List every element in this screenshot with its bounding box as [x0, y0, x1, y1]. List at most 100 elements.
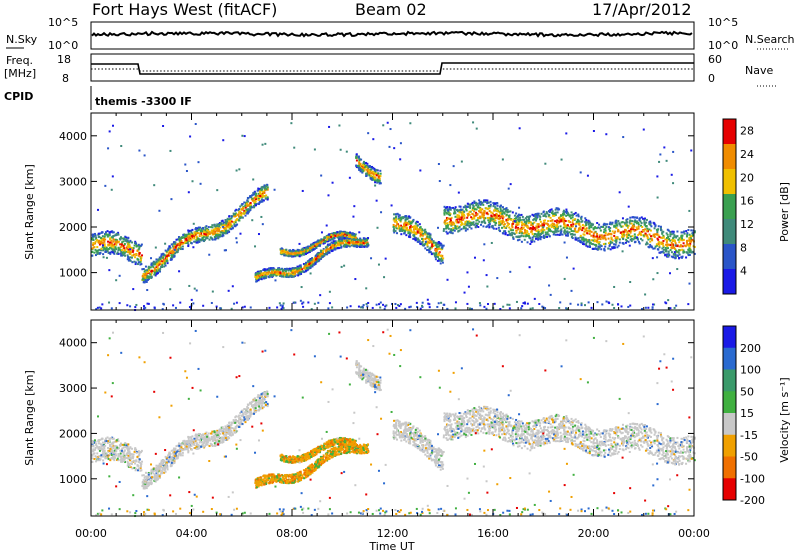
power-echo: [439, 244, 442, 247]
power-echo: [593, 243, 596, 246]
power-echo: [675, 250, 678, 253]
power-echo: [559, 231, 562, 234]
power-echo: [191, 234, 194, 237]
power-echo: [140, 244, 143, 247]
power-echo: [466, 221, 469, 224]
power-echo: [204, 226, 207, 229]
power-echo: [136, 258, 139, 261]
power-echo: [222, 139, 225, 142]
power-echo: [150, 263, 153, 266]
power-echo: [106, 230, 109, 233]
power-echo: [249, 203, 252, 206]
power-echo: [469, 307, 472, 310]
power-echo: [337, 241, 340, 244]
power-echo: [588, 245, 591, 248]
power-echo: [473, 210, 476, 213]
power-echo: [462, 206, 465, 209]
power-echo: [463, 226, 466, 229]
power-echo: [346, 242, 349, 245]
power-echo: [294, 266, 297, 269]
power-echo: [195, 231, 198, 234]
power-echo: [608, 229, 611, 232]
power-echo: [91, 247, 94, 250]
power-echo: [572, 223, 575, 226]
power-echo: [288, 267, 291, 270]
power-echo: [261, 199, 264, 202]
power-echo: [179, 248, 182, 251]
power-echo: [546, 212, 549, 215]
power-echo: [358, 245, 361, 248]
power-echo: [424, 240, 427, 243]
power-echo: [310, 264, 313, 267]
power-echo: [625, 240, 628, 243]
power-echo: [348, 245, 351, 248]
power-echo: [563, 213, 566, 216]
power-echo: [646, 227, 649, 230]
power-echo: [191, 228, 194, 231]
power-echo: [642, 128, 645, 131]
power-echo: [548, 224, 551, 227]
power-echo: [463, 291, 466, 294]
power-echo: [220, 223, 223, 226]
power-echo: [249, 195, 252, 198]
power-echo: [484, 200, 487, 203]
power-echo: [618, 241, 621, 244]
power-echo: [667, 299, 670, 302]
power-echo: [593, 239, 596, 242]
power-echo: [580, 302, 583, 305]
power-echo: [595, 227, 598, 230]
power-echo: [293, 272, 296, 275]
power-echo: [136, 249, 139, 252]
power-echo: [475, 224, 478, 227]
power-echo: [522, 226, 525, 229]
power-echo: [454, 224, 457, 227]
power-echo: [356, 244, 359, 247]
power-echo: [259, 192, 262, 195]
power-echo: [266, 198, 269, 201]
power-echo: [406, 223, 409, 226]
power-echo: [291, 273, 294, 276]
power-echo: [662, 230, 665, 233]
power-echo: [665, 243, 668, 246]
power-echo: [322, 248, 325, 251]
power-echo: [399, 217, 402, 220]
power-echo: [265, 269, 268, 272]
power-echo: [279, 275, 282, 278]
power-echo: [539, 220, 542, 223]
power-echo: [502, 221, 505, 224]
power-echo: [640, 222, 643, 225]
power-echo: [302, 305, 305, 308]
power-echo: [426, 233, 429, 236]
power-echo: [657, 225, 660, 228]
power-echo: [452, 221, 455, 224]
power-echo: [549, 228, 552, 231]
power-echo: [355, 156, 358, 159]
power-echo: [228, 215, 231, 218]
power-echo: [400, 228, 403, 231]
power-echo: [210, 230, 213, 233]
power-echo: [621, 233, 624, 236]
power-echo: [693, 245, 696, 248]
power-echo: [468, 210, 471, 213]
power-echo: [553, 214, 556, 217]
power-echo: [169, 248, 172, 251]
power-echo: [229, 225, 232, 228]
power-echo: [141, 278, 144, 281]
power-echo: [307, 267, 310, 270]
power-echo: [158, 261, 161, 264]
power-echo: [101, 235, 104, 238]
power-echo: [260, 275, 263, 278]
power-echo: [360, 245, 363, 248]
power-echo: [268, 270, 271, 273]
power-echo: [544, 213, 547, 216]
power-echo: [289, 249, 292, 252]
power-echo: [290, 250, 293, 253]
power-echo: [521, 228, 524, 231]
power-echo: [616, 246, 619, 249]
power-echo: [463, 217, 466, 220]
power-echo: [307, 245, 310, 248]
power-echo: [544, 235, 547, 238]
power-echo: [208, 253, 211, 256]
frequency-trace: [91, 62, 694, 75]
power-echo: [518, 216, 521, 219]
